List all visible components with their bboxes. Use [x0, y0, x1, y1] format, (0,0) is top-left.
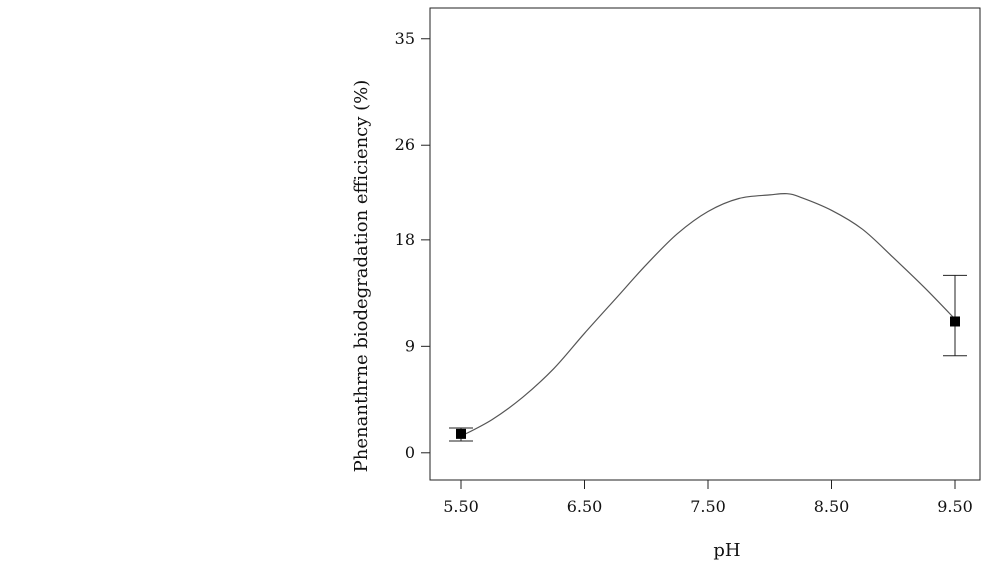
plot-frame	[429, 7, 981, 481]
data-point-marker	[456, 428, 466, 439]
y-axis: 0 9 18 26 35	[395, 29, 430, 462]
series-line	[460, 193, 956, 437]
x-tick-label: 9.50	[937, 497, 973, 516]
y-tick-label: 18	[395, 230, 415, 249]
x-tick-label: 5.50	[443, 497, 479, 516]
data-points	[449, 274, 967, 442]
x-tick-label: 7.50	[690, 497, 726, 516]
y-tick-label: 0	[405, 443, 415, 462]
x-axis: 5.50 6.50 7.50 8.50 9.50	[443, 480, 973, 516]
y-axis-title: Phenanthrne biodegradation efficiency (%…	[351, 80, 372, 473]
data-point-marker	[950, 316, 960, 327]
y-tick-label: 26	[395, 135, 415, 154]
y-tick-label: 35	[395, 29, 415, 48]
x-tick-label: 8.50	[814, 497, 850, 516]
x-axis-title: pH	[713, 540, 740, 561]
y-tick-label: 9	[405, 336, 415, 355]
x-tick-label: 6.50	[567, 497, 603, 516]
